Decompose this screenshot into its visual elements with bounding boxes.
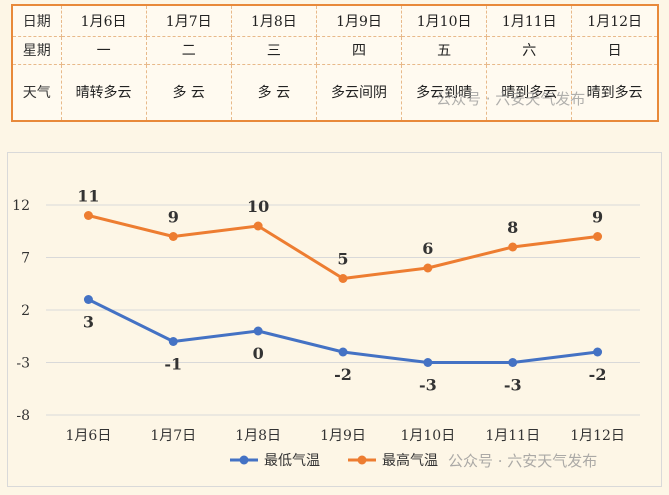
- data-label: 9: [592, 208, 603, 227]
- data-point: [593, 347, 603, 357]
- weekday-cell: 二: [146, 36, 232, 65]
- data-label: 10: [247, 197, 269, 216]
- legend-label: 最低气温: [264, 453, 320, 469]
- weather-cell: 多云到晴: [401, 64, 488, 120]
- temperature-chart: 12 7 2 -3 -8 1月6日 1月7日 1月8日 1月9日 1月10日 1月11日 1月12日 3…: [7, 152, 662, 487]
- data-label: -2: [589, 365, 607, 384]
- data-point: [338, 347, 348, 357]
- x-tick-label: 1月6日: [66, 428, 112, 444]
- data-point: [508, 358, 518, 367]
- data-label: 9: [168, 208, 179, 227]
- data-label: -3: [419, 376, 437, 395]
- weather-cell: 晴到多云: [486, 64, 573, 120]
- data-label: -2: [334, 365, 352, 384]
- weekday-cell: 六: [486, 36, 573, 65]
- weekday-cell: 日: [571, 36, 657, 65]
- weekday-cell: 三: [231, 36, 317, 65]
- weekday-cell: 五: [401, 36, 488, 65]
- data-point: [593, 232, 603, 241]
- watermark-table: 公众号 · 六安天气发布: [436, 90, 586, 108]
- data-point: [253, 326, 263, 336]
- weather-header: 天气: [13, 64, 62, 120]
- y-tick-label: -3: [16, 356, 30, 372]
- data-label: -3: [504, 376, 522, 395]
- legend-marker: [357, 455, 367, 465]
- data-point: [423, 263, 433, 273]
- y-tick-label: 12: [12, 198, 30, 214]
- x-tick-label: 1月7日: [150, 428, 196, 444]
- data-label: 0: [253, 344, 264, 363]
- temperature-chart-svg: 12 7 2 -3 -8 1月6日 1月7日 1月8日 1月9日 1月10日 1月11日 1月12日 3…: [12, 187, 640, 470]
- weather-row: 天气 晴转多云 多 云 多 云 多云间阴 多云到晴 晴到多云 晴到多云: [13, 64, 657, 120]
- data-label: 11: [77, 187, 99, 206]
- data-point: [168, 232, 178, 241]
- date-cell: 1月6日: [61, 6, 147, 37]
- legend-marker: [239, 455, 249, 465]
- forecast-table: 日期 1月6日 1月7日 1月8日 1月9日 1月10日 1月11日 1月12日…: [11, 4, 659, 122]
- weather-cell: 晴转多云: [61, 64, 147, 120]
- data-point: [168, 337, 178, 346]
- date-cell: 1月10日: [401, 6, 488, 37]
- date-cell: 1月12日: [571, 6, 657, 37]
- x-tick-label: 1月9日: [320, 428, 366, 444]
- data-point: [83, 295, 93, 304]
- y-tick-label: -8: [16, 408, 30, 424]
- data-label: -1: [164, 355, 182, 374]
- date-cell: 1月11日: [486, 6, 573, 37]
- date-cell: 1月8日: [231, 6, 317, 37]
- y-tick-label: 2: [21, 303, 30, 319]
- weather-cell: 多 云: [146, 64, 232, 120]
- y-tick-label: 7: [21, 251, 30, 267]
- data-point: [338, 274, 348, 283]
- weather-cell: 多 云: [231, 64, 317, 120]
- date-cell: 1月7日: [146, 6, 232, 37]
- date-cell: 1月9日: [316, 6, 403, 37]
- weekday-cell: 四: [316, 36, 403, 65]
- legend-label: 最高气温: [382, 452, 438, 469]
- watermark-chart: 公众号 · 六安天气发布: [448, 452, 597, 470]
- weekday-cell: 一: [61, 36, 147, 65]
- date-row: 日期 1月6日 1月7日 1月8日 1月9日 1月10日 1月11日 1月12日: [13, 6, 657, 37]
- date-header: 日期: [13, 6, 62, 37]
- data-point: [508, 242, 518, 252]
- data-label: 3: [83, 313, 94, 332]
- data-point: [83, 211, 93, 220]
- x-tick-label: 1月11日: [485, 428, 540, 444]
- data-label: 8: [507, 218, 518, 237]
- data-point: [253, 221, 263, 231]
- series-line: [88, 214, 598, 280]
- x-tick-label: 1月12日: [570, 428, 625, 444]
- weather-cell: 晴到多云: [586, 85, 643, 102]
- weather-cell: 多云间阴: [316, 64, 403, 120]
- weekday-row: 星期 一 二 三 四 五 六 日: [13, 36, 657, 65]
- data-label: 5: [337, 250, 348, 269]
- weekday-header: 星期: [13, 36, 62, 65]
- data-label: 6: [422, 239, 433, 258]
- x-tick-label: 1月8日: [235, 428, 281, 444]
- data-point: [423, 358, 433, 367]
- x-tick-label: 1月10日: [400, 428, 455, 444]
